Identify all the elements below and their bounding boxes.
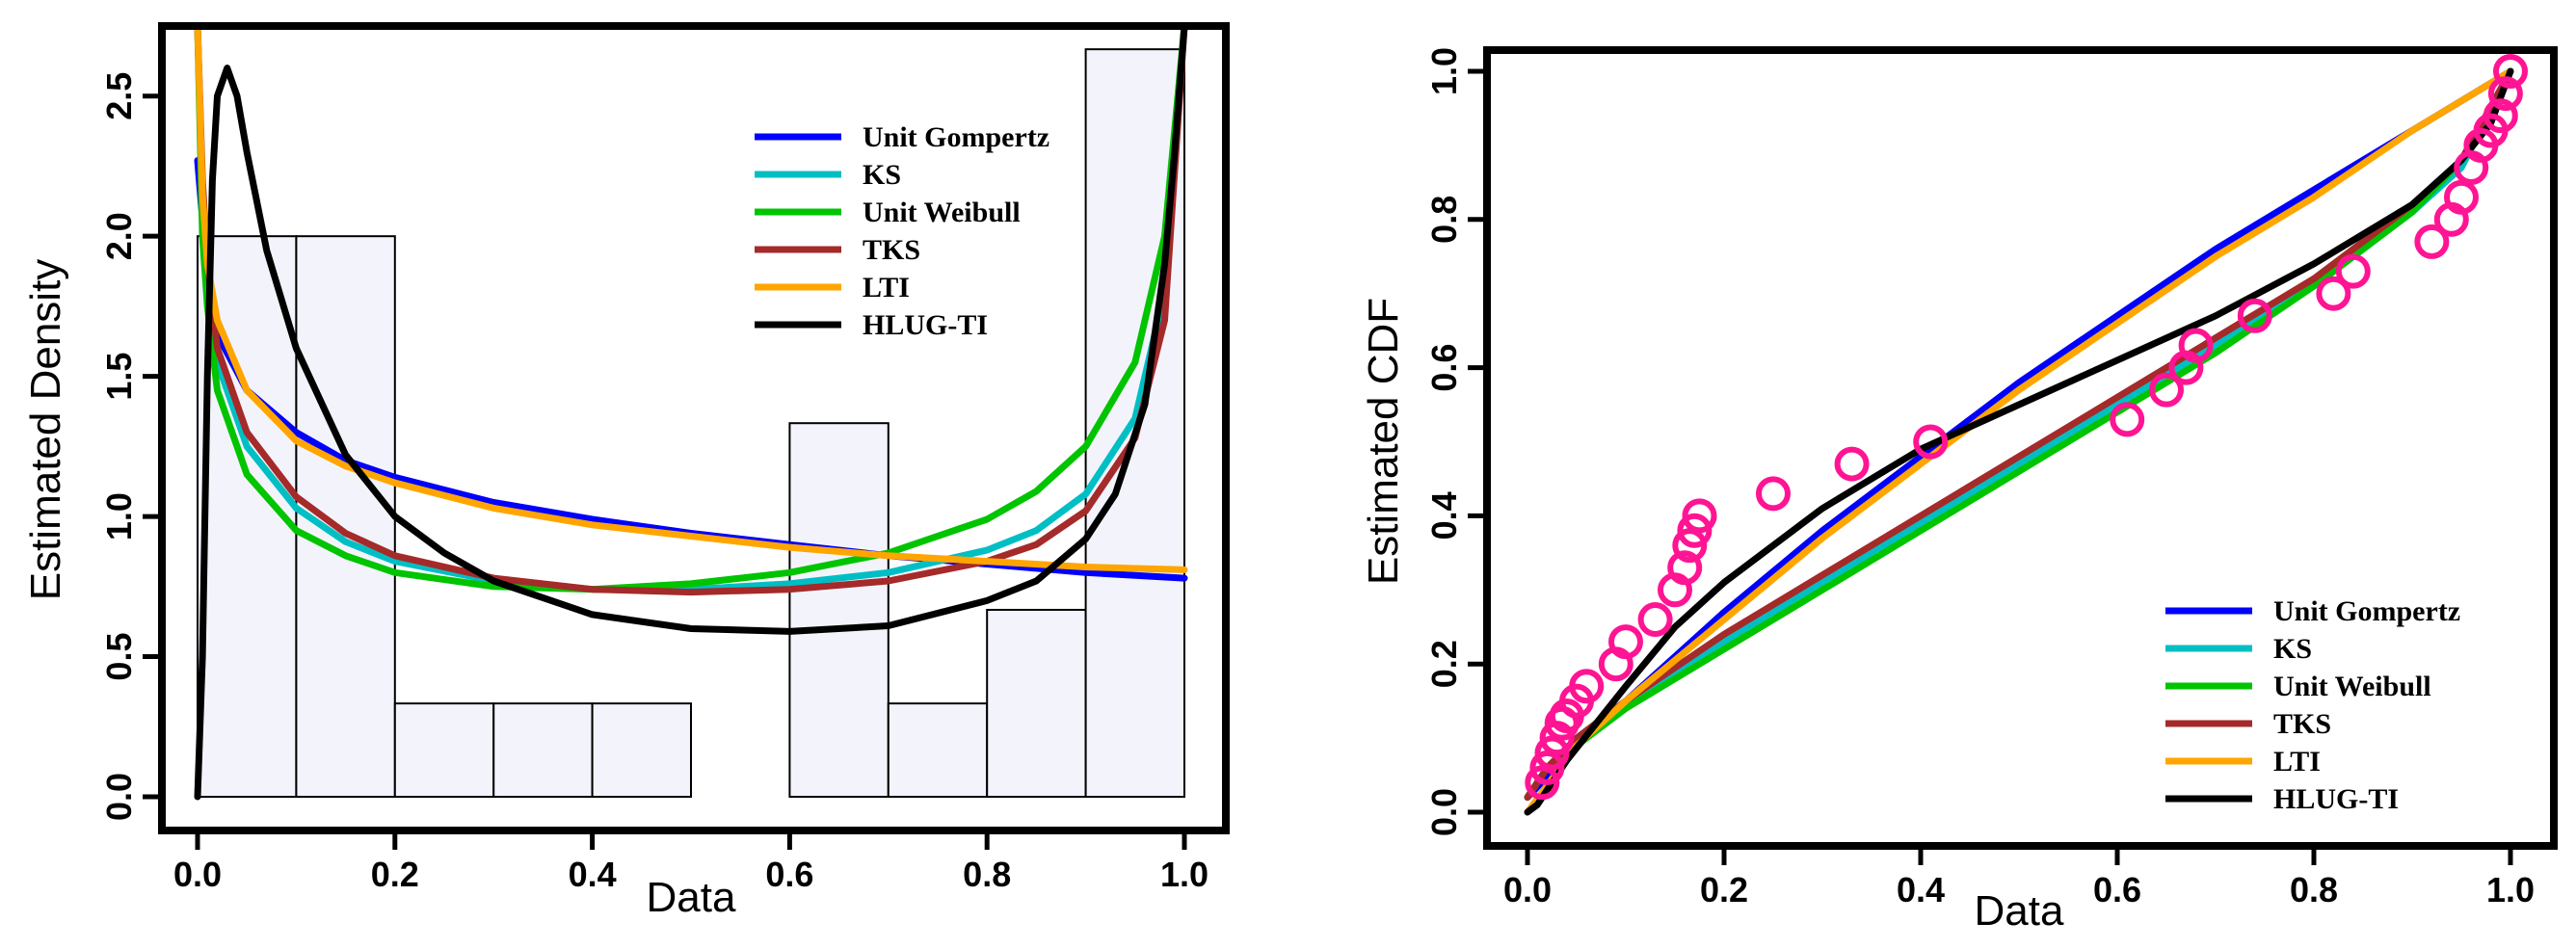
empirical-point — [2149, 372, 2184, 408]
x-tick-label: 0.0 — [1503, 870, 1552, 909]
empirical-point — [2178, 328, 2214, 363]
x-axis-title: Data — [647, 874, 736, 921]
empirical-point — [1672, 528, 1708, 564]
y-axis-title: Estimated Density — [22, 259, 69, 601]
x-tick-label: 1.0 — [1160, 855, 1208, 894]
legend-label: Unit Gompertz — [863, 121, 1049, 153]
series-line-tks — [194, 30, 1188, 596]
empirical-point — [2316, 276, 2351, 311]
x-tick-label: 0.4 — [569, 855, 617, 894]
legend-label: HLUG-TI — [2273, 783, 2399, 815]
histogram-bar — [393, 702, 495, 798]
empirical-point — [1677, 513, 1713, 548]
x-tick-label: 0.6 — [765, 855, 813, 894]
empirical-point — [1756, 476, 1791, 512]
empirical-point — [2444, 179, 2479, 215]
empirical-point — [1525, 765, 1560, 801]
y-tick-label: 0.5 — [99, 633, 139, 681]
empirical-point — [1667, 550, 1703, 586]
y-tick-label: 0.0 — [1424, 788, 1464, 836]
legend-label: Unit Gompertz — [2273, 595, 2460, 627]
y-tick-label: 0.6 — [1424, 344, 1464, 392]
legend-label: TKS — [2273, 708, 2331, 740]
empirical-point — [1534, 735, 1570, 771]
x-tick-label: 0.8 — [963, 855, 1011, 894]
empirical-point — [1682, 498, 1717, 534]
x-tick-label: 0.4 — [1897, 870, 1945, 909]
density-chart: 0.0 0.2 0.4 0.6 0.8 1.0 0.0 0.5 1.0 1.5 2.0 2.5 Data… — [22, 22, 1230, 921]
series-line-hlug-ti — [194, 30, 1188, 801]
x-tick-label: 1.0 — [2486, 870, 2535, 909]
x-axis-title: Data — [1975, 887, 2064, 935]
histogram-bar — [788, 422, 890, 798]
empirical-point — [2414, 224, 2450, 259]
empirical-point — [1569, 669, 1605, 704]
legend-label: LTI — [2273, 746, 2321, 778]
legend-label: TKS — [863, 234, 920, 266]
empirical-point — [1834, 446, 1870, 482]
legend-label: KS — [2273, 633, 2312, 665]
x-tick-label: 0.0 — [173, 855, 222, 894]
y-tick-label: 0.2 — [1424, 640, 1464, 688]
y-tick-label: 0.8 — [1424, 196, 1464, 244]
cdf-chart: 0.0 0.2 0.4 0.6 0.8 1.0 0.0 0.2 0.4 0.6 0.8 1.0 Data… — [1360, 46, 2558, 935]
legend-label: Unit Weibull — [2273, 671, 2431, 702]
histogram-bar — [591, 702, 692, 798]
empirical-point — [1637, 602, 1673, 638]
plot-frame — [1483, 46, 2558, 850]
plot-frame — [158, 22, 1230, 834]
legend-label: Unit Weibull — [863, 197, 1021, 228]
y-tick-label: 1.5 — [99, 353, 139, 401]
y-tick-label: 2.5 — [99, 72, 139, 120]
histogram-bar — [986, 608, 1087, 798]
y-tick-label: 1.0 — [99, 492, 139, 540]
histogram-bar — [887, 702, 989, 798]
x-tick-label: 0.8 — [2290, 870, 2338, 909]
empirical-point — [1608, 624, 1643, 660]
empirical-point — [2493, 54, 2528, 89]
empirical-point — [2487, 76, 2523, 112]
legend: Unit Gompertz KS Unit Weibull TKS LTI HLUG-TI — [2165, 595, 2460, 815]
empirical-point — [2335, 253, 2371, 289]
x-tick-label: 0.6 — [2093, 870, 2141, 909]
x-tick-label: 0.2 — [371, 855, 419, 894]
histogram-bar — [492, 702, 594, 798]
empirical-point — [2110, 402, 2145, 437]
y-tick-label: 2.0 — [99, 212, 139, 260]
legend-label: LTI — [863, 272, 910, 303]
legend-label: HLUG-TI — [863, 309, 988, 341]
legend: Unit Gompertz KS Unit Weibull TKS LTI HLUG-TI — [755, 121, 1049, 341]
y-tick-label: 0.4 — [1424, 491, 1464, 540]
empirical-point — [1913, 424, 1949, 460]
empirical-point — [1529, 750, 1565, 785]
empirical-point — [2237, 298, 2272, 333]
y-tick-label: 0.0 — [99, 773, 139, 821]
legend-label: KS — [863, 159, 901, 191]
empirical-point — [2483, 98, 2518, 134]
y-axis-title: Estimated CDF — [1360, 298, 1407, 585]
x-tick-label: 0.2 — [1700, 870, 1748, 909]
y-tick-label: 1.0 — [1424, 47, 1464, 95]
